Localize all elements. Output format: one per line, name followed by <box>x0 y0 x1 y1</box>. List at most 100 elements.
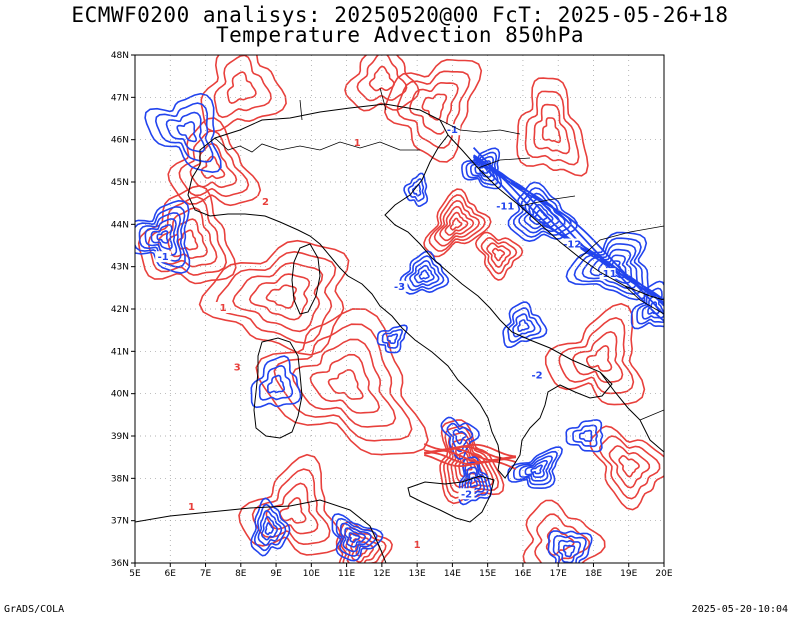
warm-advection-contour <box>200 55 287 133</box>
contour-label-bg <box>444 124 461 136</box>
warm-advection-contour <box>424 454 517 470</box>
cold-advection-contour <box>413 264 435 284</box>
coastline-sardinia <box>253 337 303 439</box>
contour-label-bg <box>229 361 246 373</box>
warm-advection-contour <box>439 205 475 242</box>
cold-advection-contour <box>418 269 430 280</box>
lon-tick-label: 7E <box>200 569 212 579</box>
cold-advection-contour <box>572 424 598 448</box>
warm-advection-contour <box>213 55 272 119</box>
cold-advection-contour <box>404 255 445 292</box>
contour-value-label: 1 <box>354 138 361 149</box>
lon-tick-label: 6E <box>165 569 177 579</box>
cold-advection-contour <box>502 301 548 348</box>
cold-advection-contour <box>267 374 286 394</box>
lon-tick-label: 9E <box>270 569 282 579</box>
warm-advection-contour <box>189 142 238 189</box>
lat-tick-label: 42N <box>111 305 129 315</box>
lon-tick-label: 10E <box>303 569 320 579</box>
cold-advection-contour <box>552 534 587 563</box>
contour-label-bg <box>349 136 366 148</box>
lon-tick-label: 11E <box>338 569 355 579</box>
coastlines <box>135 87 664 563</box>
warm-advection-contour <box>544 302 646 406</box>
lon-tick-label: 20E <box>655 569 672 579</box>
cold-advection-contour <box>135 205 186 268</box>
contour-label-bg <box>497 200 514 212</box>
cold-advection-contour <box>412 184 422 197</box>
cold-advection-contour <box>565 231 650 301</box>
contour-label-bg <box>529 369 546 381</box>
contour-label-bg <box>215 302 232 313</box>
coastline-africa <box>135 499 387 563</box>
cold-advection-contour <box>257 509 283 546</box>
lat-tick-label: 48N <box>111 51 129 61</box>
cold-advection-contour <box>144 218 178 256</box>
contour-label-bg <box>155 251 172 263</box>
warm-advection-contour <box>226 71 257 104</box>
cold-advection-contour <box>518 455 553 482</box>
contour-value-label: -11 <box>599 269 617 280</box>
warm-advection-contour <box>178 129 250 198</box>
warm-advection-contour <box>449 217 463 231</box>
cold-advection-contour <box>335 517 378 557</box>
footer-credit: GrADS/COLA <box>4 604 65 615</box>
lon-tick-label: 5E <box>129 569 141 579</box>
lat-tick-label: 39N <box>111 432 129 442</box>
cold-advection-contour <box>339 522 372 553</box>
warm-advection-contour <box>444 211 469 236</box>
warm-advection-contour <box>486 242 512 268</box>
cold-advection-contour <box>440 416 480 460</box>
warm-advection-contour <box>608 445 651 489</box>
cold-advection-contour <box>264 522 274 536</box>
lat-tick-label: 44N <box>111 220 129 230</box>
warm-advection-contour <box>599 435 661 500</box>
lat-tick-label: 40N <box>111 390 129 400</box>
lat-tick-label: 38N <box>111 474 129 484</box>
cold-advection-contour <box>376 324 408 354</box>
warm-advection-contour <box>215 250 337 344</box>
contour-value-label: -12 <box>563 240 581 251</box>
lat-tick-label: 47N <box>111 93 129 103</box>
warm-advection-contour <box>198 239 350 356</box>
cold-advection-contour <box>565 419 604 453</box>
warm-advection-contour <box>545 527 575 556</box>
lat-tick-label: 45N <box>111 178 129 188</box>
cold-advection-contour <box>250 355 302 409</box>
graticule <box>135 55 664 563</box>
contour-value-label: -2 <box>461 489 472 500</box>
lat-tick-label: 43N <box>111 263 129 273</box>
cold-advection-contour <box>512 313 536 338</box>
cold-advection-contour <box>253 503 287 552</box>
cold-advection-contour <box>458 456 493 506</box>
warm-advection-contour <box>618 454 640 478</box>
cold-advection-contour <box>386 333 399 345</box>
cold-advection-contour <box>135 199 191 274</box>
warm-advection-contour <box>291 338 397 428</box>
cold-advection-contour <box>144 92 222 174</box>
warm-advection-contour <box>421 93 448 121</box>
cold-advection-contour <box>507 307 542 343</box>
warm-advection-contour <box>344 55 420 112</box>
cold-advection-contour <box>578 429 593 443</box>
contour-value-label: 2 <box>262 197 269 208</box>
warm-advection-contour <box>572 330 624 384</box>
contour-label-bg <box>183 500 200 512</box>
warm-advection-contour <box>265 284 298 309</box>
warm-advection-contour <box>480 236 518 275</box>
cold-advection-contour <box>344 527 367 548</box>
cold-advection-contour <box>446 422 474 453</box>
cold-advection-contour <box>154 102 214 163</box>
warm-advection-contour <box>474 231 524 281</box>
lon-tick-label: 15E <box>479 569 496 579</box>
cold-advection-contour <box>581 243 638 290</box>
contour-label-bg <box>564 238 581 250</box>
cold-advection-contour <box>452 428 467 445</box>
warm-advection-contour <box>423 443 516 458</box>
footer-timestamp: 2025-05-20-10:04 <box>691 604 788 615</box>
warm-advection-contour <box>433 199 481 247</box>
cold-advection-contour <box>524 460 548 478</box>
warm-advection-contour <box>558 316 635 395</box>
